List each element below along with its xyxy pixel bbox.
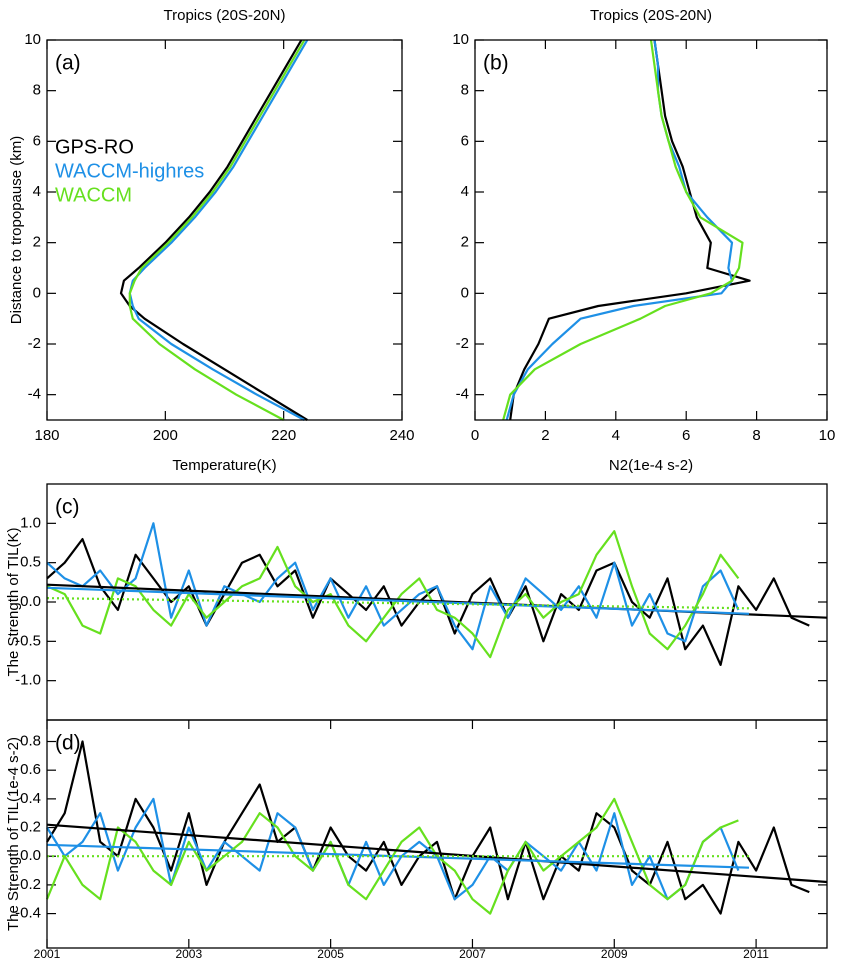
y-tick-label: -4 [456, 386, 469, 403]
series-line [46, 740, 810, 915]
x-tick-label: 2005 [317, 947, 344, 960]
profile-line [128, 39, 306, 421]
y-tick-label: 0.6 [20, 761, 41, 778]
y-tick-label: -0.2 [15, 876, 41, 893]
y-tick-label: 0 [461, 284, 469, 301]
x-tick-label: 6 [682, 427, 690, 444]
plot-frame [46, 719, 828, 949]
legend-entry: GPS-RO [55, 136, 134, 158]
y-tick-label: 0 [33, 284, 41, 301]
x-tick-label: 8 [752, 427, 760, 444]
series-line [46, 530, 740, 659]
trend-line [46, 586, 750, 615]
panel-label: (b) [483, 52, 509, 75]
panel-label: (a) [55, 52, 81, 75]
y-tick-label: 8 [33, 82, 41, 99]
panel-label: (c) [55, 496, 80, 519]
x-axis-label: N2(1e-4 s-2) [609, 457, 693, 474]
panel-label: (d) [55, 732, 81, 755]
x-tick-label: 4 [612, 427, 620, 444]
y-tick-label: 0.2 [20, 819, 41, 836]
profile-line [509, 39, 751, 421]
y-tick-label: 10 [452, 31, 469, 48]
y-tick-label: -0.5 [15, 632, 41, 649]
y-tick-label: 1.0 [20, 514, 41, 531]
panel-title: Tropics (20S-20N) [590, 7, 712, 24]
y-tick-label: -0.4 [15, 905, 41, 922]
panel-title: Tropics (20S-20N) [164, 7, 286, 24]
x-tick-label: 2001 [34, 947, 61, 960]
x-tick-label: 0 [471, 427, 479, 444]
y-tick-label: 0.4 [20, 790, 41, 807]
plot-frame [46, 39, 403, 421]
y-axis-label: The Strength of TIL(1e-4 s-2) [5, 737, 22, 931]
plot-frame [474, 39, 828, 421]
y-axis-label: Distance to tropopause (km) [8, 136, 25, 324]
y-tick-label: 4 [33, 183, 41, 200]
y-tick-label: -2 [456, 335, 469, 352]
y-tick-label: 4 [461, 183, 469, 200]
profile-line [505, 39, 734, 421]
x-tick-label: 2003 [175, 947, 202, 960]
trend-line [46, 597, 750, 610]
x-tick-label: 180 [34, 427, 59, 444]
series-line [46, 522, 740, 651]
x-tick-label: 2011 [743, 947, 769, 960]
x-tick-label: 240 [389, 427, 414, 444]
y-tick-label: 0.0 [20, 593, 41, 610]
y-tick-label: 0.8 [20, 732, 41, 749]
y-tick-label: 6 [461, 132, 469, 149]
y-tick-label: 2 [461, 234, 469, 251]
legend-entry: WACCM [55, 184, 132, 206]
x-tick-label: 2009 [601, 947, 628, 960]
y-tick-label: 8 [461, 82, 469, 99]
x-tick-label: 200 [153, 427, 178, 444]
x-tick-label: 2 [541, 427, 549, 444]
y-tick-label: 2 [33, 234, 41, 251]
x-axis-label: Temperature(K) [172, 457, 276, 474]
x-tick-label: 10 [819, 427, 836, 444]
series-line [46, 797, 740, 901]
y-tick-label: 10 [24, 31, 41, 48]
y-tick-label: -2 [28, 335, 41, 352]
legend-entry: WACCM-highres [55, 160, 204, 182]
y-tick-label: -4 [28, 386, 41, 403]
y-tick-label: 0.0 [20, 847, 41, 864]
y-tick-label: 6 [33, 132, 41, 149]
profile-line [502, 39, 744, 421]
trend-line [46, 823, 828, 884]
x-tick-label: 2007 [459, 947, 486, 960]
y-tick-label: 0.5 [20, 554, 41, 571]
profile-line [128, 39, 309, 421]
x-tick-label: 220 [271, 427, 296, 444]
profile-line [119, 39, 308, 421]
y-tick-label: -1.0 [15, 672, 41, 689]
y-axis-label: The Strength of TIL(K) [5, 528, 22, 677]
